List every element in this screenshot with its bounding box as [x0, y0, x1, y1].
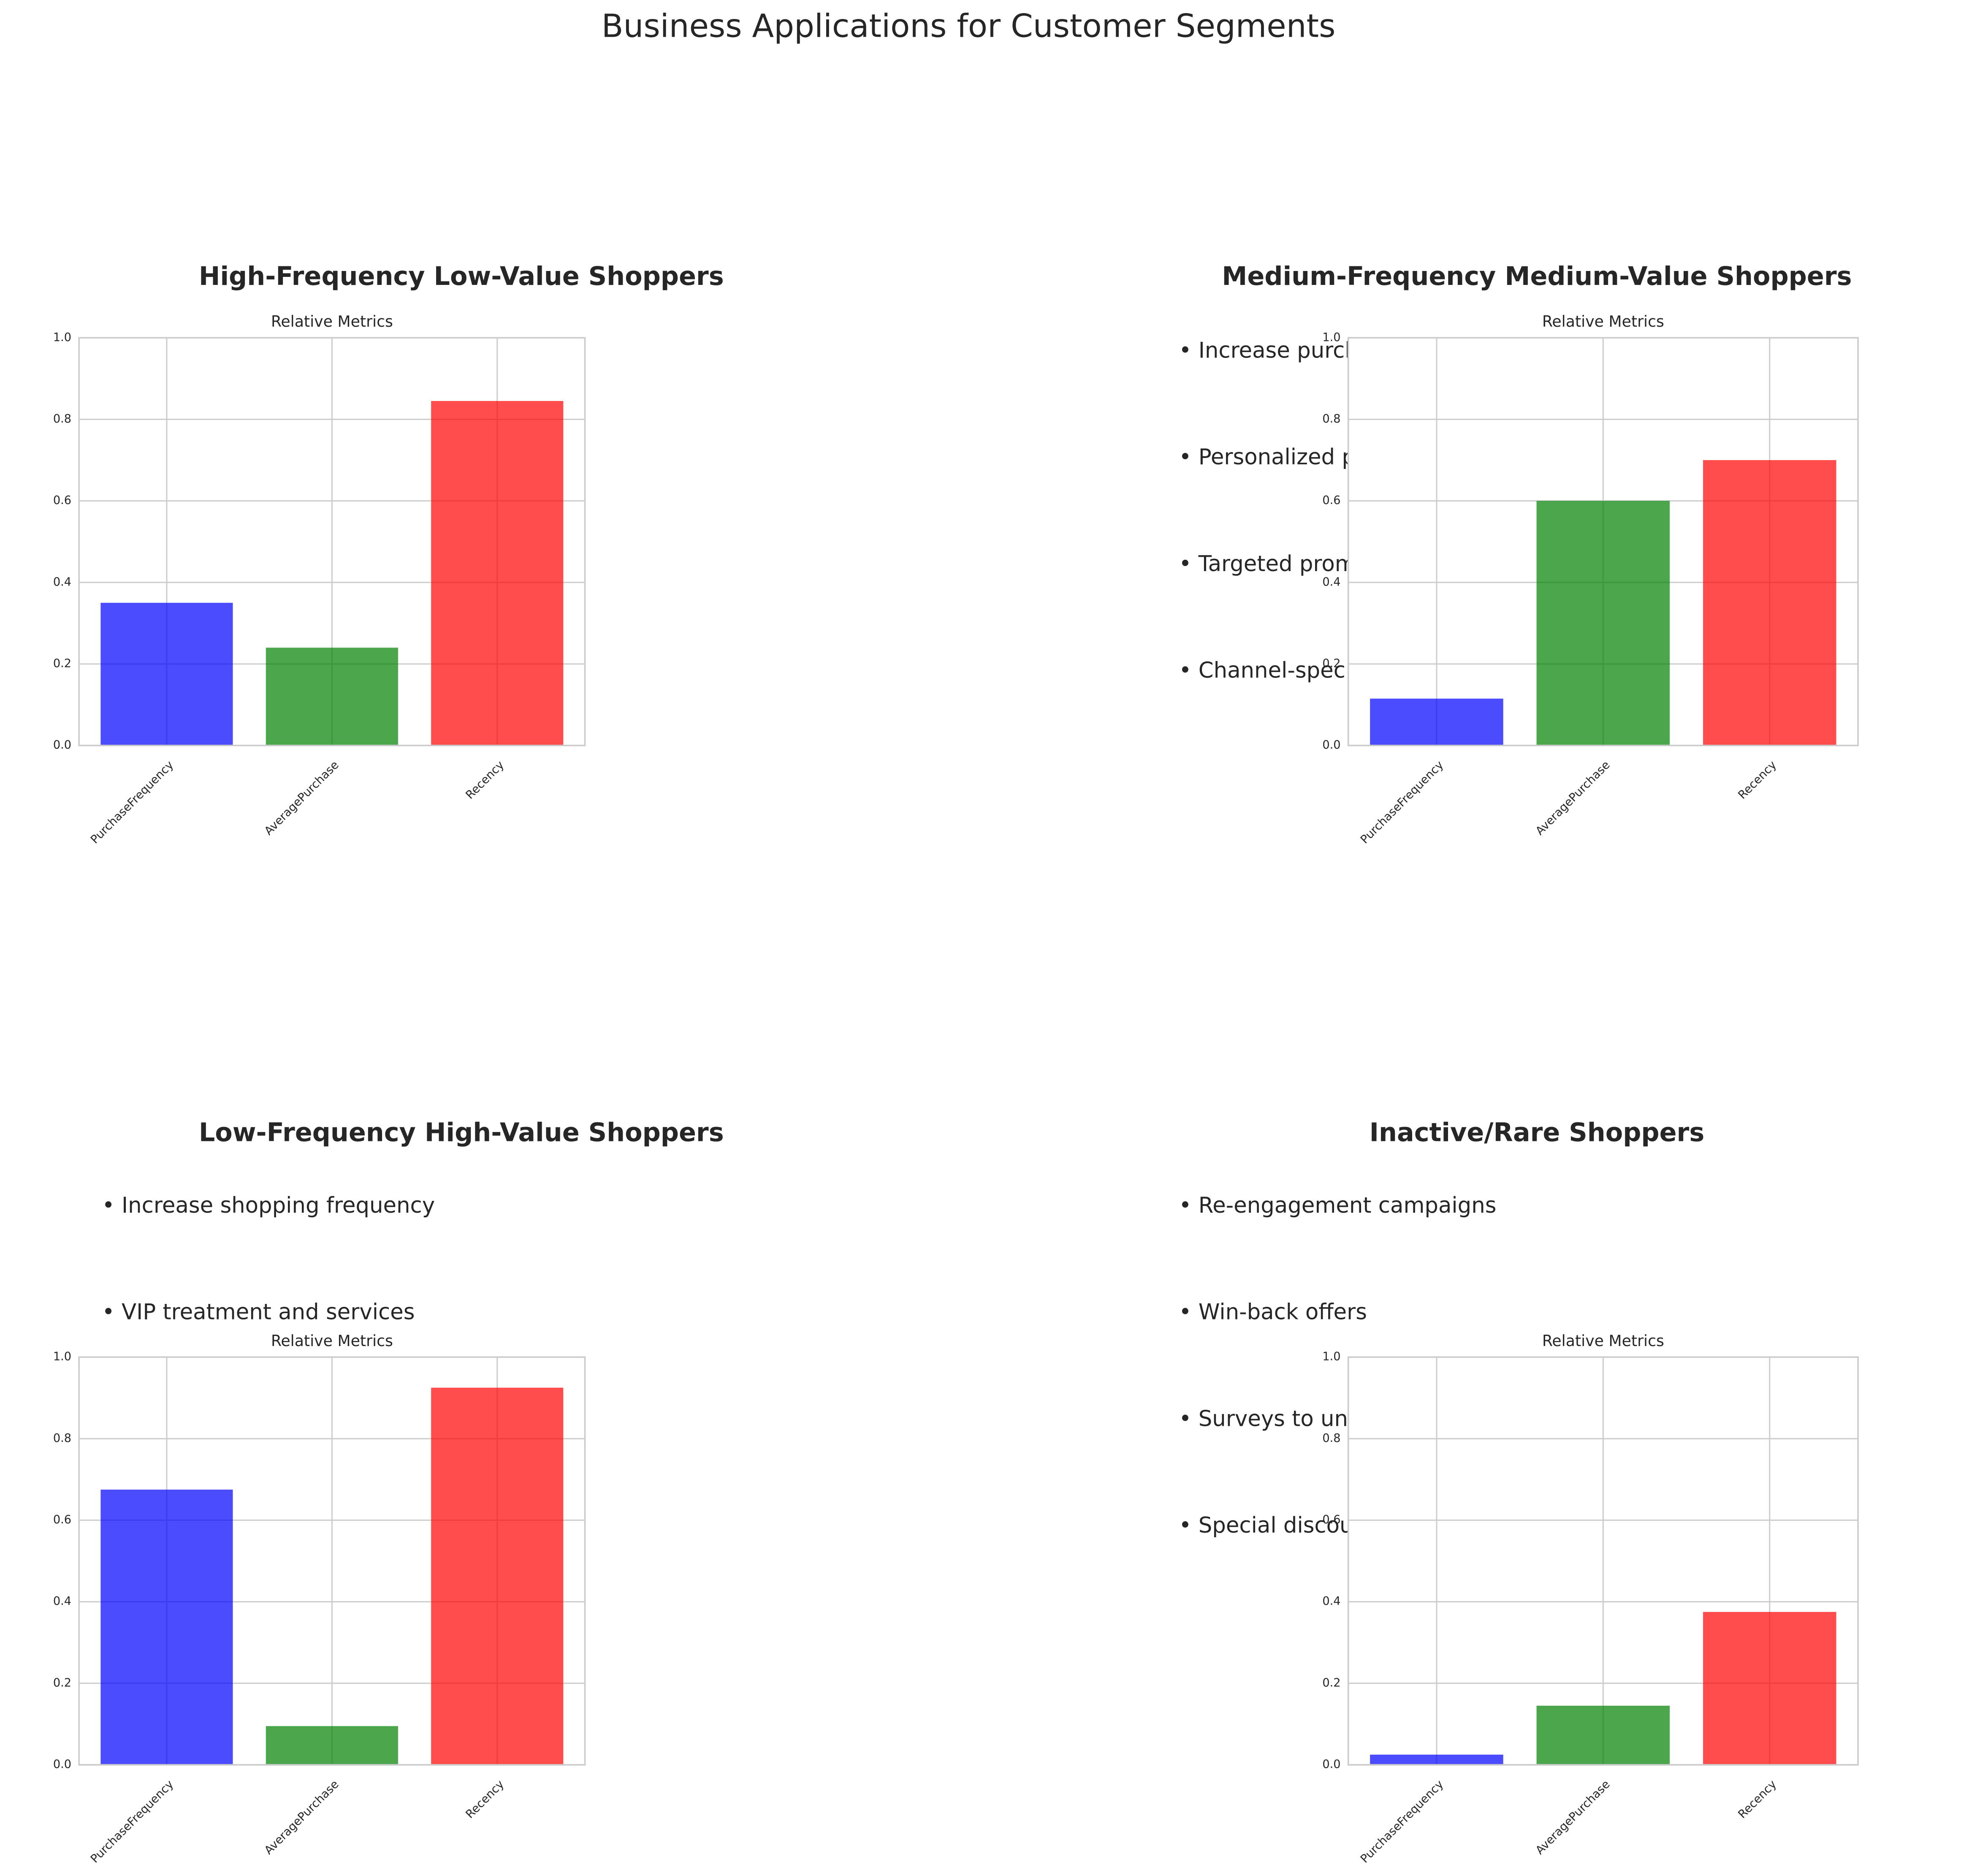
axes-title: Relative Metrics	[271, 312, 393, 331]
y-tick-label: 0.4	[1322, 1595, 1340, 1608]
y-tick-label: 0.4	[1322, 575, 1340, 588]
y-tick-label: 0.2	[1322, 657, 1340, 670]
bullet: • Surveys to unc	[1179, 1406, 1360, 1431]
bullet: • Increase shopping frequency	[102, 1193, 435, 1218]
bar	[431, 401, 564, 746]
y-tick-label: 0.2	[53, 657, 71, 670]
y-tick-label: 0.6	[53, 1513, 71, 1526]
axes-frame	[78, 1356, 586, 1766]
bar	[266, 1726, 398, 1765]
axes-title: Relative Metrics	[1542, 312, 1664, 331]
bullet: • Channel-spec	[1179, 658, 1345, 683]
subplot-title: Low-Frequency High-Value Shoppers	[199, 1118, 724, 1147]
bar	[1703, 460, 1836, 746]
y-tick-label: 0.2	[1322, 1676, 1340, 1689]
y-tick-label: 0.8	[1322, 412, 1340, 425]
bullet: • Personalized p	[1179, 444, 1356, 470]
y-tick-label: 0.4	[53, 1595, 71, 1608]
y-tick-label: 0.0	[53, 1758, 71, 1771]
bar	[100, 603, 233, 746]
axes-frame	[78, 337, 586, 747]
axes-frame	[1347, 1356, 1859, 1766]
axes-frame	[1347, 337, 1859, 747]
bullet: • Win-back offers	[1179, 1300, 1367, 1325]
y-tick-label: 0.0	[53, 739, 71, 752]
bullet: • VIP treatment and services	[102, 1300, 415, 1325]
y-tick-label: 0.8	[1322, 1432, 1340, 1445]
bullet: • Re-engagement campaigns	[1179, 1193, 1496, 1218]
figure-title: Business Applications for Customer Segme…	[602, 7, 1336, 44]
bar	[100, 1490, 233, 1765]
y-tick-label: 0.0	[1322, 1758, 1340, 1771]
y-tick-label: 1.0	[53, 1350, 71, 1363]
y-tick-label: 0.6	[1322, 494, 1340, 507]
subplot-title: Inactive/Rare Shoppers	[1370, 1118, 1705, 1147]
bar	[1536, 501, 1670, 746]
y-tick-label: 0.6	[53, 494, 71, 507]
bullet: • Increase purch	[1179, 338, 1359, 363]
bullet: • Special discou	[1179, 1513, 1353, 1538]
subplot-title: High-Frequency Low-Value Shoppers	[199, 262, 724, 291]
bullet: • Targeted prom	[1179, 551, 1356, 577]
y-tick-label: 1.0	[1322, 1350, 1340, 1363]
y-tick-label: 0.8	[53, 1432, 71, 1445]
y-tick-label: 0.0	[1322, 739, 1340, 752]
bar	[431, 1387, 564, 1765]
y-tick-label: 1.0	[1322, 331, 1340, 344]
y-tick-label: 0.8	[53, 412, 71, 425]
y-tick-label: 0.2	[53, 1676, 71, 1689]
subplot-title: Medium-Frequency Medium-Value Shoppers	[1222, 262, 1852, 291]
bar	[1370, 1754, 1503, 1765]
y-tick-label: 1.0	[53, 331, 71, 344]
y-tick-label: 0.4	[53, 575, 71, 588]
y-tick-label: 0.6	[1322, 1513, 1340, 1526]
axes-title: Relative Metrics	[271, 1332, 393, 1350]
axes-title: Relative Metrics	[1542, 1332, 1664, 1350]
bar	[1370, 699, 1503, 746]
bar	[1536, 1706, 1670, 1765]
bar	[1703, 1612, 1836, 1765]
bar	[266, 647, 398, 746]
